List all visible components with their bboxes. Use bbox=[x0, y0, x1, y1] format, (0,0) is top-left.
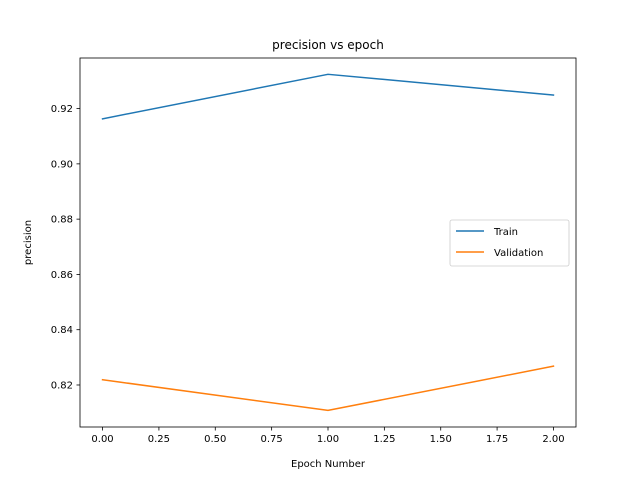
y-tick-label: 0.84 bbox=[51, 325, 73, 336]
x-tick-label: 1.50 bbox=[430, 434, 452, 445]
series-layer bbox=[101, 73, 555, 412]
x-tick-label: 1.75 bbox=[486, 434, 508, 445]
legend: Train Validation bbox=[449, 219, 570, 267]
legend-label: Validation bbox=[494, 248, 543, 259]
x-tick-label: 2.00 bbox=[542, 434, 564, 445]
x-tick-label: 0.00 bbox=[91, 434, 113, 445]
y-axis-label: precision bbox=[23, 220, 34, 265]
x-axis-label: Epoch Number bbox=[291, 459, 366, 470]
y-tick-label: 0.86 bbox=[51, 270, 73, 281]
y-tick-label: 0.88 bbox=[51, 215, 73, 226]
y-axis-ticks: 0.82 0.84 0.86 0.88 0.90 0.92 bbox=[51, 104, 80, 391]
series-line-train bbox=[101, 73, 555, 120]
x-tick-label: 0.50 bbox=[204, 434, 226, 445]
x-axis-ticks: 0.00 0.25 0.50 0.75 1.00 1.25 1.50 1.75 2.00 bbox=[91, 427, 565, 445]
series-line-validation bbox=[101, 365, 555, 412]
x-tick-label: 0.75 bbox=[261, 434, 283, 445]
y-tick-label: 0.92 bbox=[51, 104, 73, 115]
x-tick-label: 1.00 bbox=[317, 434, 339, 445]
chart-title: precision vs epoch bbox=[272, 38, 384, 52]
x-tick-label: 1.25 bbox=[373, 434, 395, 445]
y-tick-label: 0.90 bbox=[51, 159, 73, 170]
plot-frame bbox=[79, 57, 577, 428]
legend-label: Train bbox=[493, 227, 518, 238]
y-tick-label: 0.82 bbox=[51, 380, 73, 391]
x-tick-label: 0.25 bbox=[148, 434, 170, 445]
